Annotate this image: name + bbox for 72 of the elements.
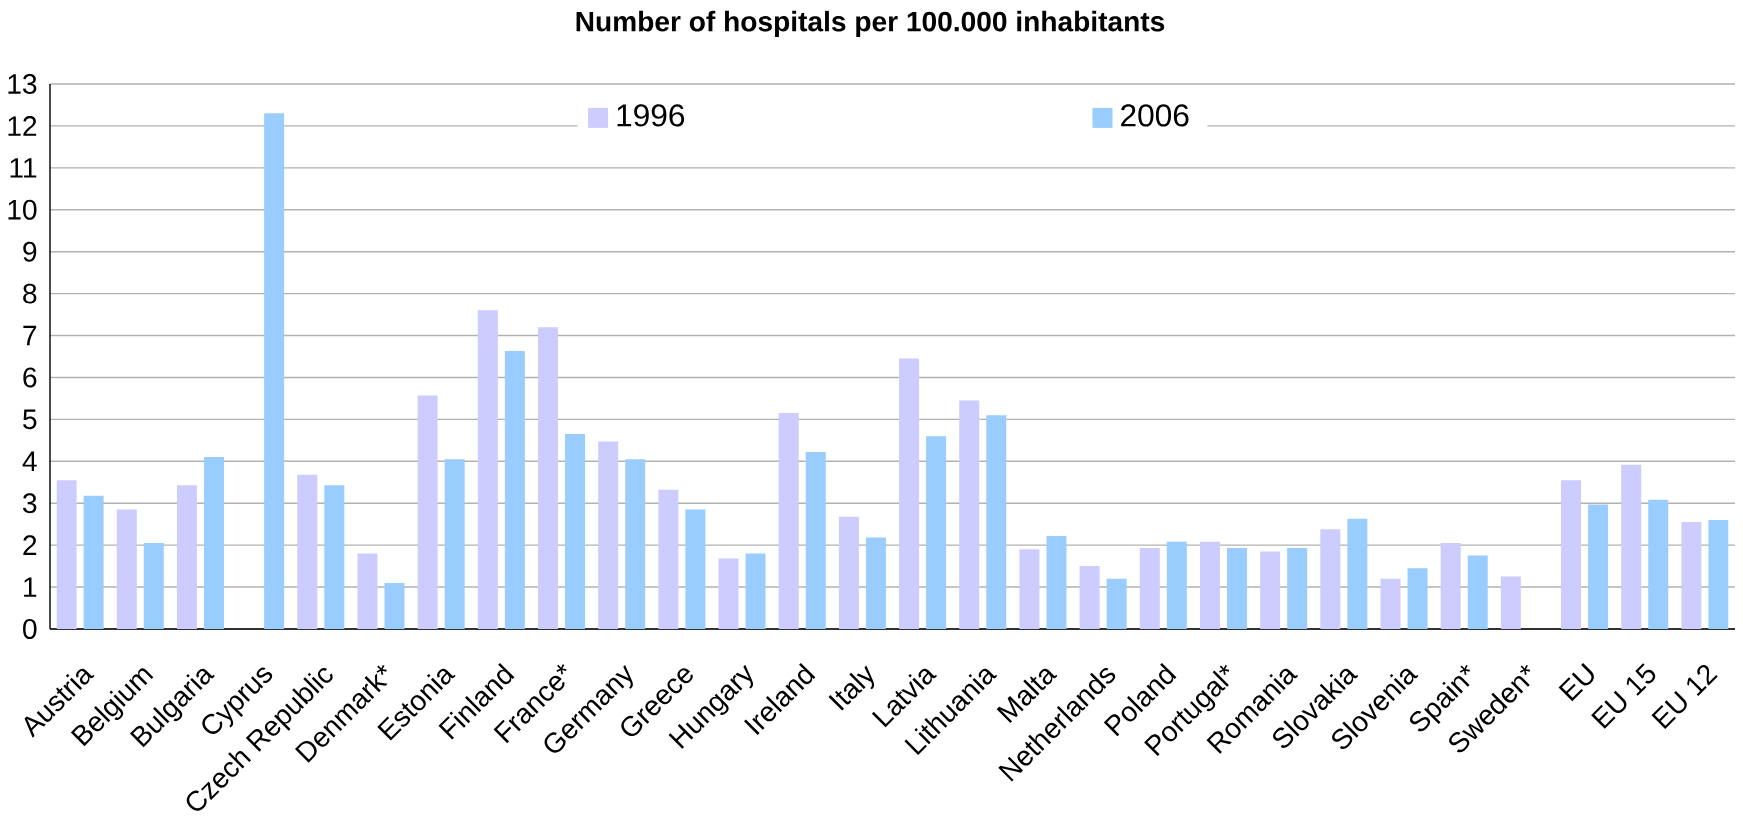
y-tick-label: 0	[23, 619, 37, 639]
bar	[1199, 541, 1220, 629]
bar	[1407, 568, 1428, 629]
bar	[384, 582, 405, 629]
y-tick-label: 8	[23, 283, 37, 304]
bar	[56, 480, 77, 629]
chart-title: Number of hospitals per 100.000 inhabitants	[576, 10, 1165, 38]
bar	[805, 452, 826, 629]
legend-label: 2006	[1121, 104, 1189, 127]
bar	[1139, 548, 1160, 629]
bar	[986, 415, 1007, 629]
y-tick-label: 12	[8, 116, 37, 136]
bar	[324, 485, 345, 629]
bar	[1440, 543, 1461, 629]
bar	[1287, 548, 1308, 629]
bar	[1380, 578, 1401, 629]
bar	[1588, 504, 1609, 629]
bar	[1681, 522, 1702, 629]
bar	[865, 537, 886, 629]
bar	[598, 441, 619, 629]
y-tick-label: 1	[24, 577, 37, 597]
bar	[1166, 541, 1187, 629]
bar	[1046, 535, 1067, 629]
y-tick-label: 4	[22, 451, 37, 471]
bar	[264, 113, 285, 629]
bar	[1079, 566, 1100, 629]
bar	[477, 310, 498, 629]
y-tick-label: 6	[23, 367, 37, 388]
bar	[1227, 548, 1247, 629]
bar	[959, 400, 980, 629]
bar	[1260, 551, 1281, 629]
bar	[504, 351, 525, 629]
bar	[1621, 464, 1642, 629]
bar	[745, 553, 766, 629]
bar	[83, 495, 104, 629]
bar	[1500, 576, 1521, 629]
bar	[1561, 480, 1582, 629]
bar	[778, 413, 799, 629]
bar	[444, 459, 465, 629]
bar	[203, 457, 224, 629]
y-tick-label: 3	[23, 493, 37, 514]
bar	[1320, 529, 1341, 629]
y-tick-label: 7	[23, 325, 37, 346]
bar	[718, 558, 739, 629]
bar	[176, 485, 197, 629]
y-tick-label: 10	[8, 199, 37, 220]
bar	[565, 434, 586, 629]
bar	[357, 553, 378, 629]
y-tick-label: 2	[23, 535, 37, 555]
bar	[538, 327, 559, 629]
bar	[143, 543, 164, 629]
y-tick-label: 11	[10, 158, 37, 178]
bar	[1467, 555, 1488, 629]
y-tick-label: 5	[23, 409, 37, 430]
legend-label: 1996	[617, 104, 685, 127]
bar	[1106, 578, 1127, 629]
bar	[1708, 519, 1729, 629]
bar	[1347, 518, 1368, 629]
bar	[899, 358, 920, 629]
bar	[116, 509, 137, 629]
y-tick-label: 13	[8, 74, 37, 94]
bar	[1019, 549, 1040, 629]
x-tick-label: Italy	[828, 665, 875, 711]
bar	[297, 474, 318, 629]
bar	[1648, 499, 1669, 629]
bar	[685, 509, 706, 629]
bar	[625, 459, 646, 629]
bar	[658, 489, 679, 629]
y-tick-label: 9	[23, 241, 37, 262]
bar	[838, 516, 859, 629]
bar	[926, 436, 947, 629]
bar	[417, 395, 438, 629]
